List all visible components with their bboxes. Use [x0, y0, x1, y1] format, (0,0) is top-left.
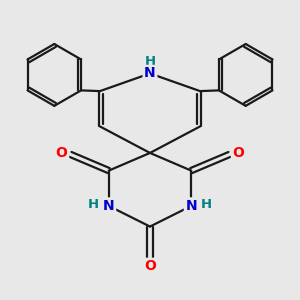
Text: H: H [144, 55, 156, 68]
Text: O: O [232, 146, 244, 160]
Text: H: H [88, 198, 99, 211]
Text: O: O [56, 146, 68, 160]
Text: N: N [103, 199, 115, 213]
Text: N: N [185, 199, 197, 213]
Text: N: N [144, 66, 156, 80]
Text: H: H [201, 198, 212, 211]
Text: O: O [144, 259, 156, 273]
